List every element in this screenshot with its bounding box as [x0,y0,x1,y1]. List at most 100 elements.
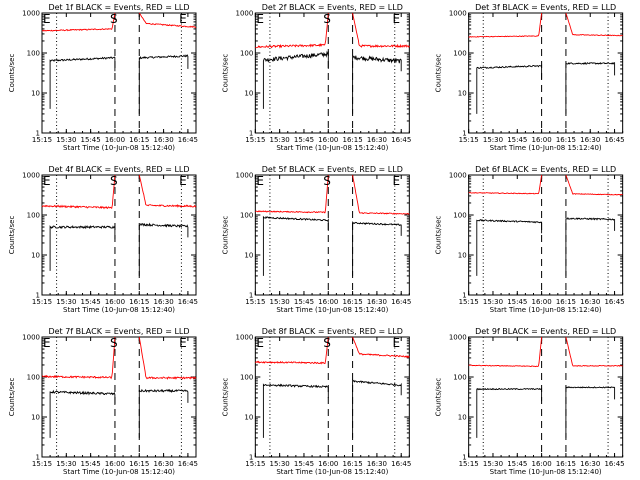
x-tick-label: 16:30 [367,298,387,306]
x-tick-label: 15:15 [245,298,265,306]
y-tick-label: 10 [31,414,40,422]
series-line-lld [565,12,623,37]
y-tick-label: 1000 [22,10,40,18]
y-axis-label: Counts/sec [435,378,443,417]
series-line-events [565,61,616,114]
x-tick-label: 15:15 [245,460,265,468]
interval-marker-e: E [392,12,400,26]
series-line-events [352,55,402,114]
panel-det2f: Det 2f BLACK = Events, RED = LLD 1 10 100 10… [221,3,411,152]
panel-det6f: Det 6f BLACK = Events, RED = LLD 1 10 100 10… [435,165,625,314]
y-tick-label: 100 [240,50,253,58]
x-tick-label: 15:45 [81,136,101,144]
series-line-lld [352,174,410,215]
plot-frame [468,12,624,134]
y-tick-label: 1 [36,292,40,300]
x-tick-label: 16:15 [556,460,576,468]
y-tick-label: 1000 [22,334,40,342]
interval-marker-s: S [110,174,118,188]
panel-title: Det 7f BLACK = Events, RED = LLD [48,327,189,336]
series-line-lld [41,12,116,32]
x-tick-label: 15:15 [459,136,479,144]
series-line-lld [468,12,543,38]
x-tick-label: 16:15 [129,136,149,144]
x-tick-label: 16:15 [129,460,149,468]
series-line-lld [138,174,197,208]
series-line-lld [138,12,197,29]
series-line-events [476,387,543,438]
y-tick-label: 10 [31,90,40,98]
interval-marker-e: E [256,12,264,26]
interval-marker-s: S [323,174,331,188]
series-line-events [138,222,189,276]
y-tick-label: 10 [458,90,467,98]
panel-title: Det 5f BLACK = Events, RED = LLD [262,165,403,174]
x-tick-label: 15:15 [32,298,52,306]
series-line-lld [352,336,410,359]
x-tick-label: 16:15 [129,298,149,306]
x-tick-label: 15:15 [245,136,265,144]
series-line-lld [255,12,329,49]
interval-marker-e: E [256,174,264,188]
x-tick-label: 15:15 [459,298,479,306]
x-axis-label: Start Time (10-Jun-08 15:12:40) [276,144,388,152]
x-tick-label: 16:00 [105,460,125,468]
series-line-lld [468,336,543,368]
y-tick-label: 1 [36,130,40,138]
x-tick-label: 16:45 [391,460,411,468]
x-tick-label: 16:00 [105,136,125,144]
panel-title: Det 3f BLACK = Events, RED = LLD [475,3,616,12]
x-tick-label: 16:00 [105,298,125,306]
y-tick-label: 1 [462,454,466,462]
x-tick-label: 16:45 [178,136,198,144]
x-tick-label: 16:30 [153,298,173,306]
panel-title: Det 8f BLACK = Events, RED = LLD [262,327,403,336]
panel-det3f: Det 3f BLACK = Events, RED = LLD 1 10 100 10… [435,3,625,152]
x-tick-label: 15:45 [81,298,101,306]
x-tick-label: 15:30 [270,460,290,468]
interval-marker-e: E [43,336,51,350]
x-tick-label: 15:45 [294,136,314,144]
y-axis-label: Counts/sec [8,54,16,93]
y-tick-label: 10 [458,252,467,260]
x-tick-label: 16:45 [604,460,624,468]
series-line-events [262,383,329,438]
x-tick-label: 15:30 [270,298,290,306]
y-tick-label: 10 [31,252,40,260]
interval-marker-e: E [256,336,264,350]
plot-frame [254,336,410,458]
plot-frame [468,174,624,296]
series-line-events [565,386,616,438]
x-tick-label: 16:15 [342,460,362,468]
y-tick-label: 100 [453,212,466,220]
panel-title: Det 1f BLACK = Events, RED = LLD [48,3,189,12]
x-tick-label: 15:30 [483,460,503,468]
x-axis-label: Start Time (10-Jun-08 15:12:40) [490,468,602,476]
x-tick-label: 16:15 [342,298,362,306]
series-line-lld [565,336,623,367]
x-tick-label: 16:00 [318,298,338,306]
x-tick-label: 16:15 [556,136,576,144]
x-tick-label: 16:30 [580,298,600,306]
x-tick-label: 15:15 [32,460,52,468]
y-tick-label: 1000 [22,172,40,180]
x-tick-label: 16:15 [556,298,576,306]
y-axis-label: Counts/sec [8,216,16,255]
x-axis-label: Start Time (10-Jun-08 15:12:40) [63,468,175,476]
plot-frame [254,174,410,296]
x-tick-label: 16:30 [580,136,600,144]
plot-frame [254,12,410,134]
y-tick-label: 10 [244,414,253,422]
x-tick-label: 16:00 [532,136,552,144]
x-tick-label: 16:30 [153,460,173,468]
x-tick-label: 15:30 [56,460,76,468]
series-line-events [476,218,543,276]
y-tick-label: 10 [458,414,467,422]
y-tick-label: 1000 [449,334,467,342]
interval-marker-e: E [179,12,187,26]
x-tick-label: 16:30 [153,136,173,144]
x-tick-label: 15:45 [294,460,314,468]
x-tick-label: 15:30 [270,136,290,144]
interval-marker-e: E [392,174,400,188]
